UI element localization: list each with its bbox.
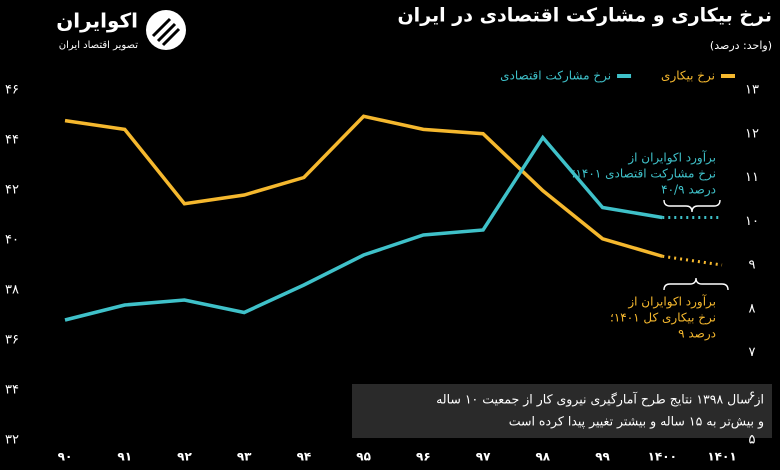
annotation: نرخ بیکاری کل ۱۴۰۱؛ xyxy=(610,311,716,326)
y-tick-label: ۴۲ xyxy=(5,183,19,198)
y-tick-label: ۳۸ xyxy=(5,283,19,298)
brace-top xyxy=(663,199,721,213)
annotation: و بیش‌تر به ۱۵ ساله و بیشتر تغییر پیدا ک… xyxy=(509,414,764,430)
logo: اکوایران تصویر اقتصاد ایران xyxy=(56,9,186,51)
brand-tagline: تصویر اقتصاد ایران xyxy=(59,40,138,51)
logo-icon xyxy=(146,10,186,50)
x-tick-label: ۹۹ xyxy=(595,450,610,464)
note-box xyxy=(352,384,772,438)
series-line xyxy=(64,114,663,258)
x-tick-label: ۱۴۰۱ xyxy=(707,450,736,464)
x-tick-label: ۹۶ xyxy=(416,450,431,464)
chart-subtitle: (واحد: درصد) xyxy=(710,39,772,52)
y2-tick-label: ۱۰ xyxy=(745,214,759,229)
y2-tick-label: ۱۱ xyxy=(745,170,759,185)
logo-mark xyxy=(151,17,181,47)
x-tick-label: ۹۰ xyxy=(58,450,73,464)
y-tick-label: ۴۴ xyxy=(5,133,19,148)
y2-tick-label: ۶ xyxy=(749,389,756,404)
legend-label: نرخ مشارکت اقتصادی xyxy=(500,69,611,84)
y-tick-label: ۳۶ xyxy=(5,333,19,348)
brace-bottom xyxy=(663,277,729,291)
y2-tick-label: ۷ xyxy=(749,345,756,360)
y-tick-label: ۴۶ xyxy=(5,83,19,98)
x-tick-label: ۱۴۰۰ xyxy=(648,450,677,464)
annotation: نرخ مشارکت اقتصادی ۱۴۰۱؛ xyxy=(572,167,716,182)
annotation: برآورد اکوایران از xyxy=(627,294,716,310)
brand: اکوایران xyxy=(56,9,138,33)
legend-label: نرخ بیکاری xyxy=(661,69,715,84)
y2-tick-label: ۵ xyxy=(749,433,756,448)
y-tick-label: ۳۲ xyxy=(5,433,19,448)
x-tick-label: ۹۱ xyxy=(117,450,132,464)
chart-title: نرخ بیکاری و مشارکت اقتصادی در ایران xyxy=(397,5,772,27)
x-tick-label: ۹۸ xyxy=(535,450,550,464)
y-tick-label: ۳۴ xyxy=(5,383,19,398)
y2-tick-label: ۹ xyxy=(749,258,756,273)
series-line xyxy=(64,134,663,322)
annotation: ۹ درصد xyxy=(678,327,716,342)
annotation: برآورد اکوایران از xyxy=(627,150,716,166)
y2-tick-label: ۸ xyxy=(749,301,756,316)
y2-tick-label: ۱۲ xyxy=(745,126,759,141)
x-tick-label: ۹۳ xyxy=(237,450,252,464)
annotation: ۴۰/۹ درصد xyxy=(661,183,716,198)
y-tick-label: ۴۰ xyxy=(5,233,19,248)
x-tick-label: ۹۷ xyxy=(476,450,491,464)
annotation: از سال ۱۳۹۸ نتایج طرح آمارگیری نیروی کار… xyxy=(436,392,764,408)
series-estimate xyxy=(662,254,723,267)
y2-tick-label: ۱۳ xyxy=(745,83,759,98)
x-tick-label: ۹۵ xyxy=(356,450,371,464)
x-tick-label: ۹۲ xyxy=(177,450,192,464)
x-tick-label: ۹۴ xyxy=(297,450,312,464)
